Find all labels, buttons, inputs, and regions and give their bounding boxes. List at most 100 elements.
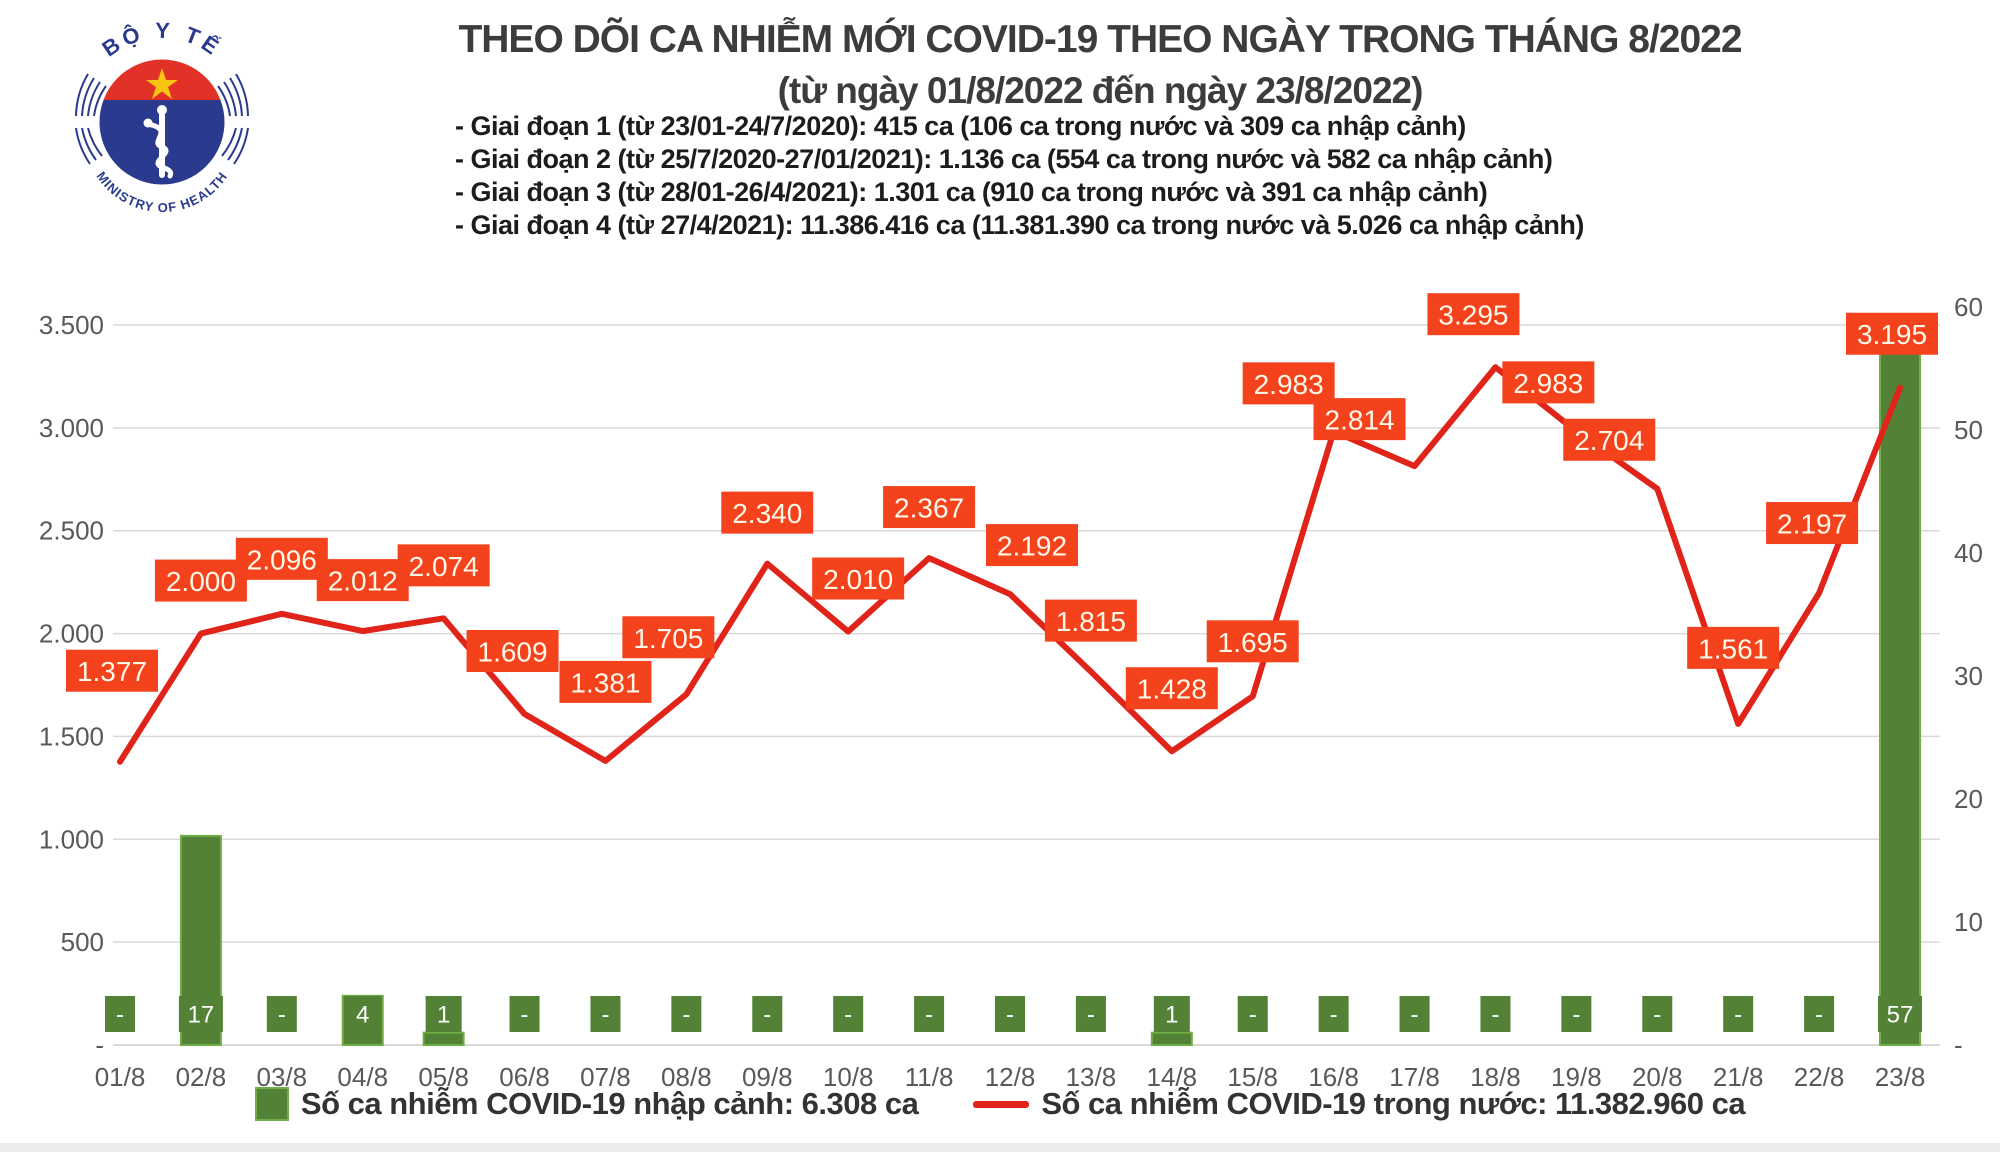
bar-value-label-box	[590, 996, 621, 1032]
line-value-label: 1.561	[1698, 633, 1768, 664]
note-giai-doan-1: - Giai đoạn 1 (từ 23/01-24/7/2020): 415 …	[455, 111, 1466, 141]
line-value-label-box	[466, 630, 559, 673]
line-value-label: 2.983	[1254, 369, 1324, 400]
x-tick-label: 06/8	[499, 1062, 550, 1092]
x-tick-label: 17/8	[1389, 1062, 1440, 1092]
line-value-label-box	[66, 649, 158, 692]
line-value-label-box	[1563, 418, 1656, 461]
line-value-label: 2.000	[166, 566, 236, 597]
bar-value-label: -	[1087, 1002, 1095, 1029]
bar-value-label-box	[266, 996, 297, 1032]
y-tick-label-left: 2.500	[39, 516, 104, 546]
line-value-label-box	[1313, 398, 1406, 441]
line-value-label-box	[1427, 293, 1520, 336]
line-value-label: 1.705	[633, 623, 703, 654]
bar-value-label-box	[1318, 996, 1349, 1032]
line-value-label: 2.010	[823, 564, 893, 595]
y-tick-label-left: 1.000	[39, 824, 104, 854]
x-tick-label: 10/8	[823, 1062, 874, 1092]
chart-legend: Số ca nhiễm COVID-19 nhập cảnh: 6.308 ca…	[0, 1086, 2000, 1122]
y-tick-label-left: 1.500	[39, 721, 104, 751]
x-tick-label: 02/8	[176, 1062, 227, 1092]
note-giai-doan-3: - Giai đoạn 3 (từ 28/01-26/4/2021): 1.30…	[455, 177, 1488, 207]
x-tick-label: 13/8	[1066, 1062, 1117, 1092]
bar-value-label-box	[1399, 996, 1430, 1032]
x-tick-label: 12/8	[985, 1062, 1036, 1092]
bar-value-label-box	[1804, 996, 1835, 1032]
ministry-of-health-logo: BỘ Y TẾ MINISTRY OF HEALTH	[75, 18, 249, 215]
line-value-label-box	[721, 491, 814, 534]
bar-value-label: -	[682, 1002, 690, 1029]
y-tick-label-left: 2.000	[39, 619, 104, 649]
x-tick-label: 01/8	[95, 1062, 146, 1092]
bar-value-label: -	[1653, 1002, 1661, 1029]
bar-value-label: -	[1572, 1002, 1580, 1029]
bar-value-label-box	[671, 996, 702, 1032]
bar-value-label: -	[521, 1002, 529, 1029]
y-tick-label-right: -	[1954, 1030, 1963, 1060]
line-value-label-box	[1044, 599, 1137, 642]
line-value-label-box	[1502, 361, 1595, 404]
bar-value-label: -	[1006, 1002, 1014, 1029]
line-value-label: 2.704	[1574, 425, 1644, 456]
legend-label-imported: Số ca nhiễm COVID-19 nhập cảnh: 6.308 ca	[300, 1086, 919, 1121]
bar-value-label-box	[178, 996, 223, 1032]
green-bar-swatch-icon	[254, 1087, 289, 1121]
page-subtitle: (từ ngày 01/8/2022 đến ngày 23/8/2022)	[777, 70, 1424, 111]
line-value-label-box	[397, 544, 490, 587]
line-value-label: 2.814	[1325, 405, 1395, 436]
legend-item-domestic: Số ca nhiễm COVID-19 trong nước: 11.382.…	[973, 1086, 1746, 1122]
imported-cases-bar	[1878, 342, 1921, 1046]
y-tick-label-right: 30	[1954, 661, 1983, 691]
legend-label-domestic: Số ca nhiễm COVID-19 trong nước: 11.382.…	[1041, 1086, 1746, 1121]
page-title: THEO DÕI CA NHIỄM MỚI COVID-19 THEO NGÀY…	[458, 18, 1742, 61]
line-value-label: 2.012	[328, 566, 398, 597]
line-value-label-box	[1206, 620, 1299, 663]
x-tick-label: 04/8	[337, 1062, 388, 1092]
y-tick-label-right: 10	[1954, 907, 1983, 937]
x-tick-label: 08/8	[661, 1062, 712, 1092]
bar-value-label: -	[116, 1002, 124, 1029]
x-tick-label: 11/8	[905, 1062, 954, 1092]
y-tick-label-right: 60	[1954, 292, 1983, 322]
logo-decorative-arcs	[75, 73, 249, 165]
line-value-label-box	[1125, 667, 1218, 710]
logo-star-icon	[146, 68, 178, 99]
y-tick-label-left: -	[95, 1030, 104, 1060]
bar-value-label-box	[914, 996, 945, 1032]
x-tick-label: 09/8	[742, 1062, 793, 1092]
line-value-label-box	[883, 486, 976, 529]
line-value-label: 1.377	[77, 656, 147, 687]
bar-value-label: -	[1249, 1002, 1257, 1029]
bar-value-label-box	[1075, 996, 1106, 1032]
x-tick-label: 14/8	[1147, 1062, 1198, 1092]
y-tick-label-right: 20	[1954, 784, 1983, 814]
line-value-label-box	[559, 660, 652, 703]
bar-value-label: 1	[437, 1002, 450, 1029]
line-value-label: 1.381	[570, 667, 640, 698]
x-tick-label: 19/8	[1551, 1062, 1602, 1092]
line-value-label-box	[1687, 626, 1780, 669]
bar-value-label: -	[763, 1002, 771, 1029]
bar-value-label-box	[509, 996, 540, 1032]
period-notes: - Giai đoạn 1 (từ 23/01-24/7/2020): 415 …	[455, 110, 1584, 242]
bar-value-label: 4	[356, 1002, 369, 1029]
imported-cases-bar	[1150, 1031, 1193, 1046]
bar-value-label-box	[994, 996, 1025, 1032]
note-giai-doan-4: - Giai đoạn 4 (từ 27/4/2021): 11.386.416…	[455, 210, 1584, 240]
line-value-label: 1.695	[1218, 627, 1288, 658]
bar-value-label: 17	[188, 1002, 215, 1029]
bar-value-label: -	[844, 1002, 852, 1029]
line-value-label: 2.074	[409, 551, 479, 582]
line-value-label-box	[235, 537, 328, 580]
line-value-label: 2.367	[894, 493, 964, 524]
bar-value-label-box	[344, 996, 381, 1032]
bar-value-label-box	[1480, 996, 1511, 1032]
bar-value-label-box	[1561, 996, 1592, 1032]
bar-value-label: -	[1330, 1002, 1338, 1029]
x-tick-label: 16/8	[1308, 1062, 1359, 1092]
line-value-label-box	[812, 557, 905, 600]
bar-value-label-box	[425, 996, 462, 1032]
